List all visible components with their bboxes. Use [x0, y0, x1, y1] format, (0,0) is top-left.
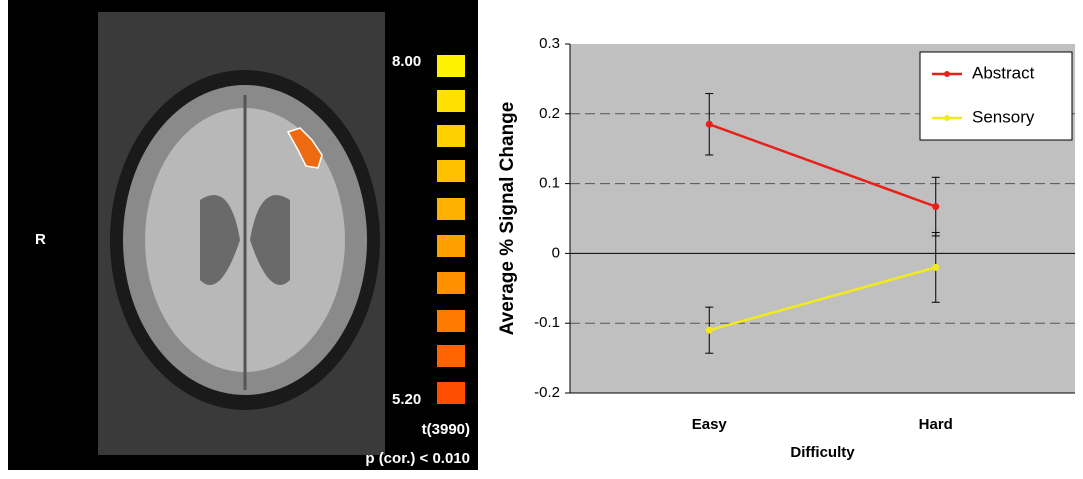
y-tick-label: 0.3 [539, 35, 560, 52]
y-tick-label: 0.2 [539, 105, 560, 122]
legend-marker [944, 115, 950, 121]
scale-max: 8.00 [392, 53, 421, 70]
legend-label: Sensory [972, 107, 1035, 126]
data-point [932, 264, 939, 271]
brain-panel: R 8.00 5.20 t(3990) p (cor.) < 0.010 [8, 0, 478, 470]
data-point [932, 203, 939, 210]
color-swatch [437, 90, 465, 112]
line-chart: -0.2 -0.1 0 0.1 0.2 0.3 Easy Hard Difficulty Aver… [497, 35, 1075, 461]
threshold-label: p (cor.) < 0.010 [365, 450, 470, 467]
color-swatch [437, 198, 465, 220]
legend-label: Abstract [972, 63, 1035, 82]
y-tick-label: 0.1 [539, 175, 560, 192]
color-swatch [437, 55, 465, 77]
color-swatch [437, 310, 465, 332]
figure: R 8.00 5.20 t(3990) p (cor.) < 0.010 -0.… [0, 0, 1083, 479]
color-swatch [437, 272, 465, 294]
x-tick-label: Hard [919, 416, 953, 433]
color-swatch [437, 345, 465, 367]
color-swatch [437, 382, 465, 404]
data-point [706, 327, 713, 334]
data-point [706, 121, 713, 128]
y-tick-label: 0 [552, 244, 560, 261]
y-tick-label: -0.1 [534, 314, 560, 331]
legend-marker [944, 71, 950, 77]
stat-label: t(3990) [422, 421, 470, 438]
x-tick-label: Easy [692, 416, 728, 433]
y-axis-label: Average % Signal Change [497, 102, 518, 336]
y-tick-label: -0.2 [534, 384, 560, 401]
color-swatch [437, 160, 465, 182]
color-swatch [437, 125, 465, 147]
scale-min: 5.20 [392, 391, 421, 408]
color-swatch [437, 235, 465, 257]
side-label: R [35, 231, 46, 248]
x-axis-label: Difficulty [790, 444, 855, 461]
page: R 8.00 5.20 t(3990) p (cor.) < 0.010 -0.… [0, 0, 1083, 479]
